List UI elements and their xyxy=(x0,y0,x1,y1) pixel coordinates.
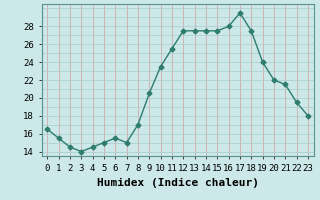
X-axis label: Humidex (Indice chaleur): Humidex (Indice chaleur) xyxy=(97,178,259,188)
